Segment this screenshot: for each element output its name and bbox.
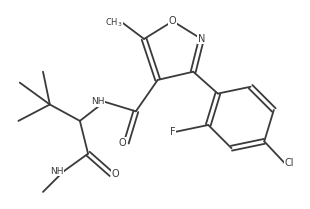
- Text: F: F: [170, 127, 175, 137]
- Text: O: O: [111, 169, 119, 179]
- Text: N: N: [198, 34, 205, 44]
- Text: O: O: [119, 138, 126, 148]
- Text: CH$_3$: CH$_3$: [105, 16, 122, 29]
- Text: NH: NH: [91, 97, 104, 106]
- Text: NH: NH: [50, 167, 64, 176]
- Text: Cl: Cl: [285, 158, 294, 168]
- Text: O: O: [169, 16, 177, 26]
